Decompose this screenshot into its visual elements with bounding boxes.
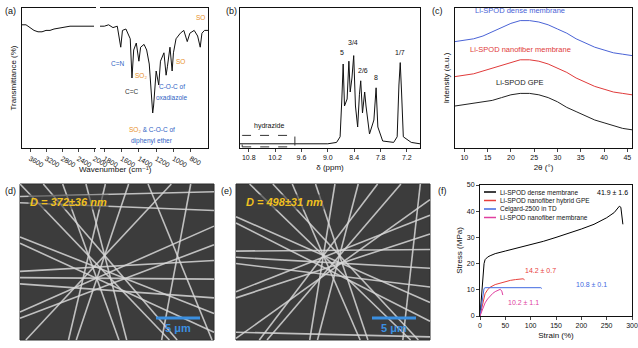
svg-text:SO₂ & C-O-C of: SO₂ & C-O-C of [129, 126, 175, 133]
svg-text:5 μm: 5 μm [381, 322, 407, 334]
svg-text:SO: SO [196, 14, 205, 21]
svg-text:oxadiazole: oxadiazole [156, 94, 187, 101]
svg-text:C-O-C of: C-O-C of [159, 83, 185, 90]
svg-text:35: 35 [577, 154, 585, 161]
svg-text:7.8: 7.8 [376, 154, 386, 161]
svg-text:Wavenumber (cm⁻¹): Wavenumber (cm⁻¹) [79, 165, 152, 174]
svg-text:7.2: 7.2 [402, 154, 412, 161]
svg-text:C=C: C=C [125, 88, 138, 95]
svg-text:(a): (a) [5, 6, 16, 16]
svg-text:200: 200 [575, 322, 587, 329]
svg-text:9.0: 9.0 [323, 154, 333, 161]
svg-text:5: 5 [340, 49, 344, 56]
svg-text:250: 250 [601, 322, 613, 329]
svg-text:8.4: 8.4 [349, 154, 359, 161]
svg-text:15: 15 [484, 154, 492, 161]
svg-text:30: 30 [467, 234, 475, 241]
svg-text:Celgard-2500 in TD: Celgard-2500 in TD [500, 205, 557, 213]
svg-text:150: 150 [550, 322, 562, 329]
svg-text:Strain (%): Strain (%) [538, 331, 574, 340]
svg-text:10.8: 10.8 [242, 154, 256, 161]
svg-text:1200: 1200 [154, 155, 171, 169]
svg-text:20: 20 [467, 260, 475, 267]
svg-text:1/7: 1/7 [395, 49, 405, 56]
svg-text:300: 300 [626, 322, 638, 329]
svg-text:2θ (°): 2θ (°) [534, 163, 554, 172]
svg-text:diphenyl ether: diphenyl ether [131, 137, 173, 145]
svg-text:50: 50 [501, 322, 509, 329]
svg-text:δ (ppm): δ (ppm) [316, 163, 344, 172]
svg-text:14.2 ± 0.7: 14.2 ± 0.7 [525, 267, 556, 274]
svg-text:1600: 1600 [119, 155, 136, 169]
svg-text:8: 8 [374, 74, 378, 81]
svg-text:50: 50 [467, 181, 475, 188]
svg-text:10: 10 [467, 286, 475, 293]
svg-text:Li-SPOD nanofiber membrane: Li-SPOD nanofiber membrane [500, 214, 588, 221]
svg-text:10.2 ± 1.1: 10.2 ± 1.1 [508, 299, 539, 306]
svg-text:2800: 2800 [60, 155, 77, 169]
svg-text:(f): (f) [438, 186, 447, 196]
svg-text:3600: 3600 [28, 155, 45, 169]
svg-text:(d): (d) [5, 186, 16, 196]
svg-text:Li-SPOD GPE: Li-SPOD GPE [496, 78, 544, 87]
svg-text:41.9 ± 1.6: 41.9 ± 1.6 [597, 189, 628, 196]
svg-text:9.6: 9.6 [297, 154, 307, 161]
svg-text:30: 30 [554, 154, 562, 161]
svg-text:D = 372±36 nm: D = 372±36 nm [30, 196, 107, 208]
svg-text:0: 0 [471, 312, 475, 319]
svg-text:20: 20 [507, 154, 515, 161]
svg-text:800: 800 [188, 155, 202, 167]
svg-text:45: 45 [623, 154, 631, 161]
svg-text:40: 40 [600, 154, 608, 161]
svg-text:Li-SPOD nanofiber membrane: Li-SPOD nanofiber membrane [470, 45, 571, 54]
svg-text:3200: 3200 [44, 155, 61, 169]
svg-text:100: 100 [525, 322, 537, 329]
svg-text:SO: SO [176, 58, 185, 65]
svg-text:Li-SPOD nanofiber hybrid GPE: Li-SPOD nanofiber hybrid GPE [500, 197, 590, 205]
svg-text:0: 0 [478, 322, 482, 329]
svg-text:10.8 ± 0.1: 10.8 ± 0.1 [576, 281, 607, 288]
svg-text:1000: 1000 [171, 155, 188, 169]
svg-text:Li-SPOD dense membrane: Li-SPOD dense membrane [475, 6, 565, 15]
svg-text:(c): (c) [432, 6, 443, 16]
svg-text:2000: 2000 [92, 155, 109, 169]
svg-text:10.2: 10.2 [268, 154, 282, 161]
svg-text:40: 40 [467, 208, 475, 215]
svg-text:2400: 2400 [76, 155, 93, 169]
svg-text:C=N: C=N [111, 60, 124, 67]
svg-text:10: 10 [460, 154, 468, 161]
svg-text:hydrazide: hydrazide [254, 122, 284, 130]
svg-text:1800: 1800 [102, 155, 119, 169]
svg-text:5 μm: 5 μm [165, 322, 191, 334]
svg-text:Transmittance (%): Transmittance (%) [9, 45, 18, 110]
svg-text:(b): (b) [226, 6, 237, 16]
svg-text:3/4: 3/4 [348, 39, 358, 46]
svg-text:SO₂: SO₂ [135, 72, 147, 79]
svg-text:Li-SPOD dense membrane: Li-SPOD dense membrane [500, 189, 578, 196]
svg-text:1400: 1400 [137, 155, 154, 169]
svg-text:(e): (e) [221, 186, 232, 196]
svg-text:Intensity (a.u.): Intensity (a.u.) [442, 52, 451, 103]
svg-text:2/6: 2/6 [358, 67, 368, 74]
svg-text:Stress (MPa): Stress (MPa) [455, 227, 464, 274]
svg-text:D = 498±31 nm: D = 498±31 nm [246, 196, 323, 208]
svg-text:25: 25 [530, 154, 538, 161]
